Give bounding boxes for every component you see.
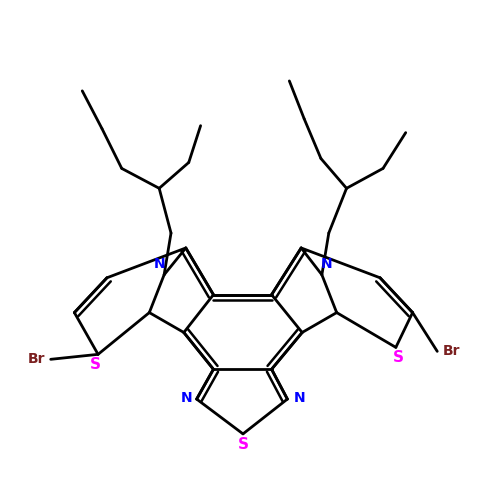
Text: N: N [321,257,332,271]
Text: S: S [393,350,404,365]
Text: N: N [154,257,165,271]
Text: S: S [238,437,248,452]
Text: Br: Br [28,352,45,366]
Text: Br: Br [443,344,460,358]
Text: N: N [294,391,305,405]
Text: N: N [180,391,192,405]
Text: S: S [90,357,101,373]
